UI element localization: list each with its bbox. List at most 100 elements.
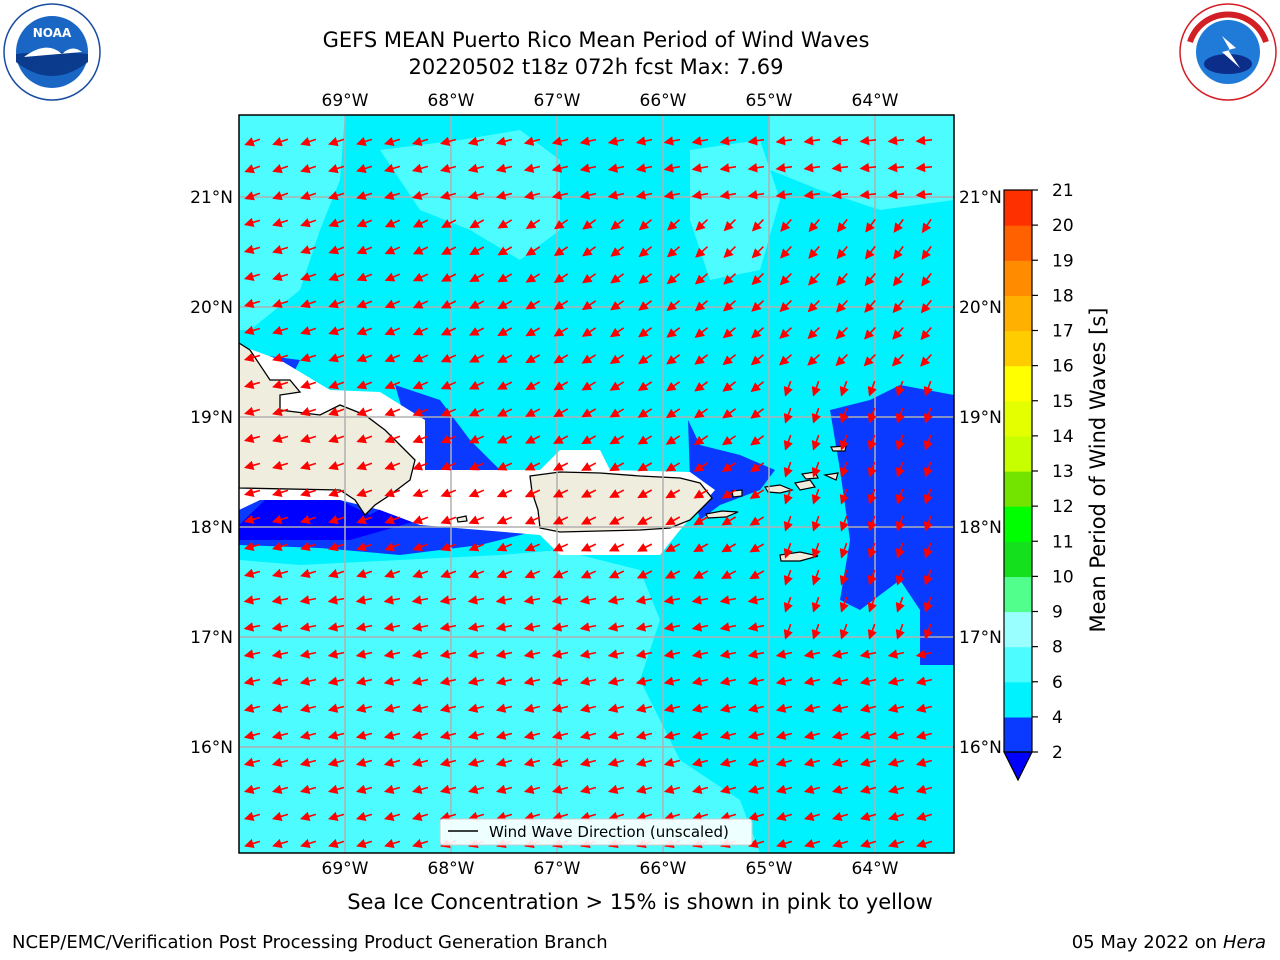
wind-arrow	[271, 622, 289, 632]
colorbar-segment	[1004, 646, 1032, 683]
wind-arrow	[271, 595, 289, 605]
wind-arrow	[243, 784, 261, 794]
wind-arrow	[637, 408, 653, 418]
wind-arrow	[915, 703, 933, 713]
wind-arrow	[467, 757, 485, 767]
wind-arrow	[412, 542, 429, 552]
wind-arrow	[864, 245, 876, 260]
wind-arrow	[272, 406, 289, 417]
wind-arrow	[691, 811, 709, 822]
wind-arrow	[608, 515, 625, 525]
wind-arrow	[384, 488, 401, 498]
footer-date-text: 05 May 2022 on	[1071, 932, 1218, 953]
noaa-logo: NOAA	[3, 3, 101, 101]
wind-arrow	[693, 543, 709, 552]
wind-arrow	[839, 461, 849, 478]
wind-arrow	[328, 568, 345, 579]
wind-arrow	[663, 190, 681, 200]
wind-arrow	[439, 622, 457, 632]
wind-arrow	[895, 461, 905, 478]
wind-arrow	[383, 784, 401, 794]
wind-arrow	[299, 676, 317, 686]
wind-arrow	[722, 300, 737, 312]
wind-arrow	[523, 730, 541, 740]
wind-arrow	[412, 569, 429, 579]
wind-arrow	[328, 190, 345, 201]
wind-arrow	[272, 137, 289, 147]
wind-arrow	[496, 407, 513, 417]
wind-arrow	[383, 811, 401, 822]
wind-arrow	[663, 811, 681, 822]
wind-arrow	[663, 730, 681, 740]
wind-arrow	[867, 596, 877, 613]
wind-arrow	[637, 462, 653, 472]
wind-arrow	[411, 190, 429, 200]
wind-arrow	[719, 730, 737, 740]
wind-arrow	[775, 676, 793, 686]
wind-arrow	[467, 784, 485, 794]
wind-arrow	[803, 649, 821, 659]
wind-arrow	[607, 811, 625, 822]
wind-arrow	[635, 784, 653, 794]
colorbar-tick-label: 21	[1052, 181, 1074, 201]
wind-arrow	[915, 649, 933, 659]
wind-arrow	[691, 622, 709, 632]
wind-arrow	[441, 246, 457, 255]
wind-arrow	[635, 136, 653, 146]
wind-arrow	[663, 136, 681, 146]
wind-arrow	[887, 784, 905, 794]
wind-arrow	[440, 542, 457, 552]
chart-title-line1: GEFS MEAN Puerto Rico Mean Period of Win…	[322, 28, 870, 52]
wind-arrow	[524, 461, 541, 471]
wind-arrow	[921, 218, 932, 234]
wind-arrow	[666, 273, 681, 285]
wind-arrow	[719, 622, 737, 632]
colorbar-segment	[1004, 576, 1032, 613]
period-field-6-8-west	[239, 115, 345, 330]
wind-arrow	[867, 380, 877, 397]
wind-arrow	[663, 784, 681, 794]
wind-arrow	[327, 811, 345, 822]
wind-arrow	[495, 676, 513, 686]
wind-arrow	[383, 595, 401, 605]
wind-arrow	[635, 163, 653, 173]
wind-arrow	[887, 703, 905, 713]
wind-arrow	[579, 676, 597, 686]
colorbar: 2 4 6 8 9 10 11 12 13 14 15 16 17 18 19 20 21	[1003, 181, 1074, 782]
wind-arrow	[607, 730, 625, 740]
wind-arrow	[411, 784, 429, 794]
wind-arrow	[412, 838, 429, 849]
wind-arrow	[747, 730, 765, 740]
wind-arrow	[831, 757, 849, 767]
wind-arrow	[610, 300, 625, 311]
wind-arrow	[722, 354, 737, 366]
wind-arrow	[721, 489, 737, 499]
wind-arrow	[721, 516, 737, 526]
wind-arrow	[300, 460, 317, 471]
land-culebra	[731, 489, 743, 498]
wind-arrow	[783, 596, 793, 613]
wind-arrow	[523, 811, 541, 822]
wind-arrow	[243, 406, 261, 416]
wind-arrow	[607, 676, 625, 686]
chart-title-line2: 20220502 t18z 072h fcst Max: 7.69	[408, 55, 784, 79]
wind-arrow	[867, 488, 877, 505]
wind-arrow	[915, 811, 933, 822]
wind-arrow	[867, 515, 877, 532]
wind-arrow	[411, 595, 429, 605]
wind-arrow	[243, 703, 261, 713]
wind-arrow	[553, 327, 569, 337]
colorbar-tick-label: 18	[1052, 286, 1074, 306]
wind-arrow	[384, 326, 401, 336]
wind-direction-arrows	[243, 135, 933, 849]
wind-arrow	[722, 408, 737, 419]
wind-arrow	[243, 811, 261, 822]
wind-arrow	[867, 542, 877, 559]
wind-arrow	[811, 515, 821, 532]
lat-label: 19°N	[959, 408, 1002, 428]
wind-arrow	[719, 163, 737, 173]
wind-arrow	[272, 379, 289, 390]
colorbar-tick-label: 8	[1052, 638, 1063, 658]
wind-arrow	[523, 595, 541, 605]
lat-label: 17°N	[190, 628, 233, 648]
